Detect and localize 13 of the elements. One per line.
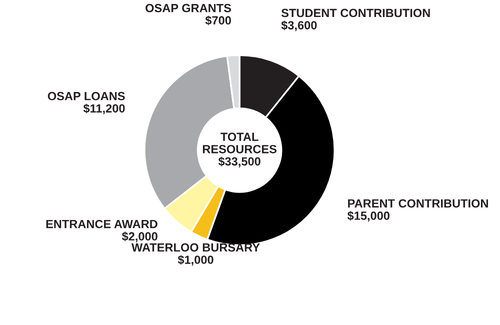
data-label: $15,000 [347, 211, 390, 222]
data-label: $3,600 [281, 20, 317, 32]
slice-label: OSAP LOANS [48, 92, 125, 100]
slice-label: OSAP GRANTS [146, 4, 231, 12]
data-label: $11,200 [83, 104, 125, 114]
slice-label: PARENT CONTRIBUTION [348, 199, 488, 208]
data-label: $2,000 [122, 232, 158, 242]
data-label: $700 [205, 16, 231, 26]
text: TOTAL RESOURCES $33,500 [202, 132, 276, 168]
slice-label: STUDENT CONTRIBUTION [281, 8, 430, 18]
data-label: $1,000 [178, 255, 214, 266]
slice-label: WATERLOO BURSARY [131, 243, 260, 252]
slice-label: ENTRANCE AWARD [46, 220, 158, 228]
